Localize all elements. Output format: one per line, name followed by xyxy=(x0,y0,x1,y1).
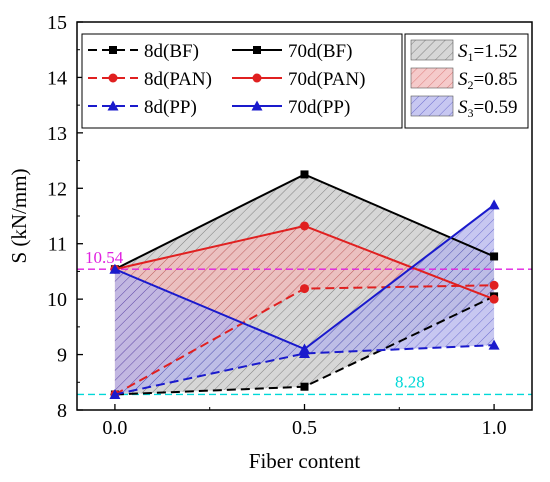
area-s3 xyxy=(114,204,495,395)
data-point xyxy=(299,343,310,354)
area-legend-label: S1=1.52 xyxy=(458,41,517,64)
series-line-4 xyxy=(114,344,495,396)
reference-lines: 10.54 8.28 xyxy=(77,248,532,396)
legend: 8d(BF) 70d(BF) 8d(PAN) 70d(PAN) 8d(PP) 70d(PP… xyxy=(81,33,529,129)
data-point xyxy=(488,339,500,350)
data-point xyxy=(300,221,309,231)
y-tick-label: 8 xyxy=(57,400,67,422)
y-tick-label: 14 xyxy=(47,67,67,89)
area-legend-swatch xyxy=(410,39,454,61)
data-point xyxy=(300,170,309,179)
legend-marker xyxy=(109,46,117,54)
x-tick-label: 1.0 xyxy=(482,417,507,439)
y-tick-label: 9 xyxy=(57,345,67,367)
legend-label: 70d(BF) xyxy=(288,41,352,62)
data-point xyxy=(109,263,121,274)
axes: 8 9 10 11 12 13 14 15 0.0 0.5 1.0 Fiber content S (k… xyxy=(7,12,533,473)
legend-marker xyxy=(108,73,118,83)
data-point xyxy=(490,252,499,261)
legend-label: 8d(PAN) xyxy=(144,69,212,90)
data-point xyxy=(109,388,121,399)
x-tick-label: 0.5 xyxy=(292,417,317,439)
legend-label: 8d(BF) xyxy=(144,41,199,62)
area-legend-label: S3=0.59 xyxy=(458,97,517,120)
data-point xyxy=(300,284,309,294)
y-tick-label: 15 xyxy=(47,12,67,34)
legend-label: 8d(PP) xyxy=(144,97,197,118)
y-tick-label: 13 xyxy=(47,123,67,145)
data-point xyxy=(488,199,500,210)
x-tick-label: 0.0 xyxy=(102,417,127,439)
series-lines xyxy=(109,170,500,399)
legend-marker xyxy=(252,73,262,83)
data-point xyxy=(489,294,499,304)
legend-label: 70d(PP) xyxy=(288,97,350,118)
x-axis-label: Fiber content xyxy=(249,449,361,473)
reference-label-1: 10.54 xyxy=(85,248,124,267)
legend-marker xyxy=(107,100,119,111)
area-legend-label: S2=0.85 xyxy=(458,69,517,92)
legend-marker xyxy=(253,46,261,54)
y-tick-label: 11 xyxy=(48,234,67,256)
y-axis-label: S (kN/mm) xyxy=(7,168,31,263)
reference-label-2: 8.28 xyxy=(395,372,425,391)
area-legend-swatch xyxy=(410,67,454,89)
data-point xyxy=(489,280,499,290)
area-s2 xyxy=(114,225,495,395)
data-point xyxy=(300,382,309,391)
area-legend-swatch xyxy=(410,95,454,117)
y-tick-label: 12 xyxy=(47,178,67,200)
legend-marker xyxy=(251,100,263,111)
legend-label: 70d(PAN) xyxy=(288,69,365,90)
y-tick-label: 10 xyxy=(47,289,67,311)
